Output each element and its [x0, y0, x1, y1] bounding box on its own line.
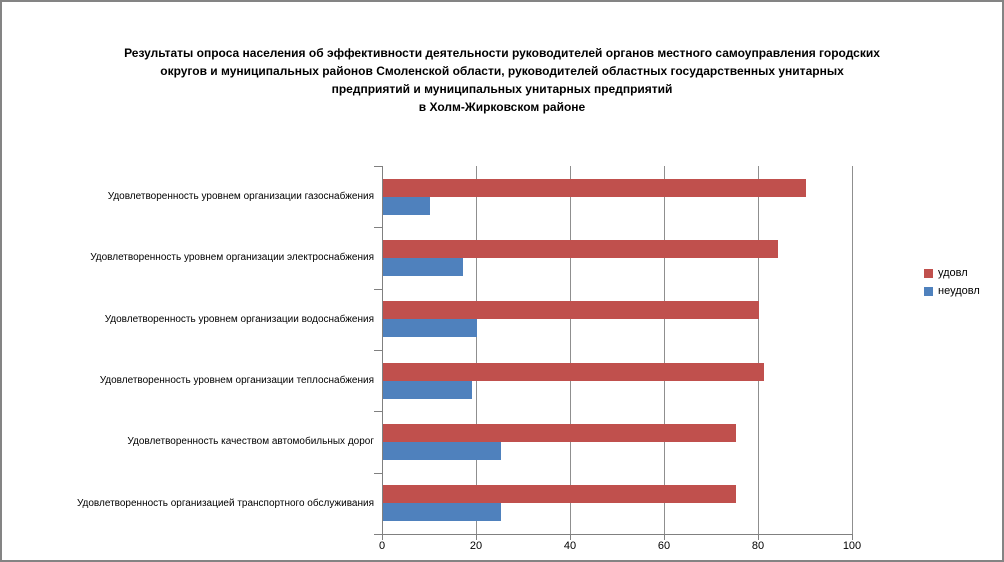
- category-axis-tick: [374, 289, 382, 290]
- x-axis-tick: [570, 535, 571, 540]
- gridline: [476, 166, 477, 534]
- category-axis-tick: [374, 166, 382, 167]
- legend: удовл неудовл: [924, 264, 980, 300]
- x-axis-tick-label: 40: [563, 540, 577, 552]
- category-axis-tick: [374, 411, 382, 412]
- category-axis-tick: [374, 473, 382, 474]
- chart-title-line: в Холм-Жирковском районе: [418, 100, 586, 114]
- gridline: [664, 166, 665, 534]
- x-axis-tick: [382, 535, 383, 540]
- bar-удовл: [383, 424, 736, 442]
- bar-неудовл: [383, 503, 501, 522]
- legend-swatch: [924, 286, 933, 296]
- plot-area: [382, 166, 853, 535]
- legend-item: удовл: [924, 264, 980, 282]
- category-axis-tick: [374, 534, 382, 535]
- x-axis-tick: [664, 535, 665, 540]
- x-axis-tick: [758, 535, 759, 540]
- bar-удовл: [383, 240, 778, 258]
- bar-неудовл: [383, 442, 501, 460]
- chart-title-line: округов и муниципальных районов Смоленск…: [160, 64, 844, 78]
- x-axis-tick: [476, 535, 477, 540]
- category-axis-tick: [374, 350, 382, 351]
- chart-title-line: Результаты опроса населения об эффективн…: [124, 46, 880, 60]
- x-axis-tick: [852, 535, 853, 540]
- legend-swatch: [924, 268, 933, 278]
- bar-неудовл: [383, 258, 463, 276]
- gridline: [570, 166, 571, 534]
- category-label: Удовлетворенность уровнем организации га…: [107, 191, 374, 203]
- chart-title: Результаты опроса населения об эффективн…: [2, 44, 1002, 116]
- gridline: [758, 166, 759, 534]
- legend-label: удовл: [938, 267, 968, 279]
- bar-неудовл: [383, 380, 473, 399]
- x-axis-tick-label: 60: [657, 540, 671, 552]
- x-axis-tick-label: 100: [842, 540, 862, 552]
- bar-удовл: [383, 301, 759, 320]
- bar-неудовл: [383, 196, 430, 215]
- category-label: Удовлетворенность организацией транспорт…: [76, 497, 374, 509]
- category-label: Удовлетворенность уровнем организации эл…: [90, 252, 374, 264]
- category-label: Удовлетворенность уровнем организации во…: [104, 313, 374, 325]
- legend-item: неудовл: [924, 282, 980, 300]
- bar-неудовл: [383, 319, 477, 338]
- chart-title-line: предприятий и муниципальных унитарных пр…: [331, 82, 673, 96]
- x-axis-tick-label: 20: [469, 540, 483, 552]
- category-axis-tick: [374, 227, 382, 228]
- x-axis-tick-label: 0: [378, 540, 386, 552]
- legend-label: неудовл: [938, 285, 980, 297]
- x-axis-tick-label: 80: [751, 540, 765, 552]
- category-label: Удовлетворенность уровнем организации те…: [99, 375, 374, 387]
- bar-удовл: [383, 178, 806, 197]
- gridline: [852, 166, 853, 534]
- bar-удовл: [383, 485, 736, 504]
- category-label: Удовлетворенность качеством автомобильны…: [127, 436, 374, 448]
- bar-удовл: [383, 362, 764, 381]
